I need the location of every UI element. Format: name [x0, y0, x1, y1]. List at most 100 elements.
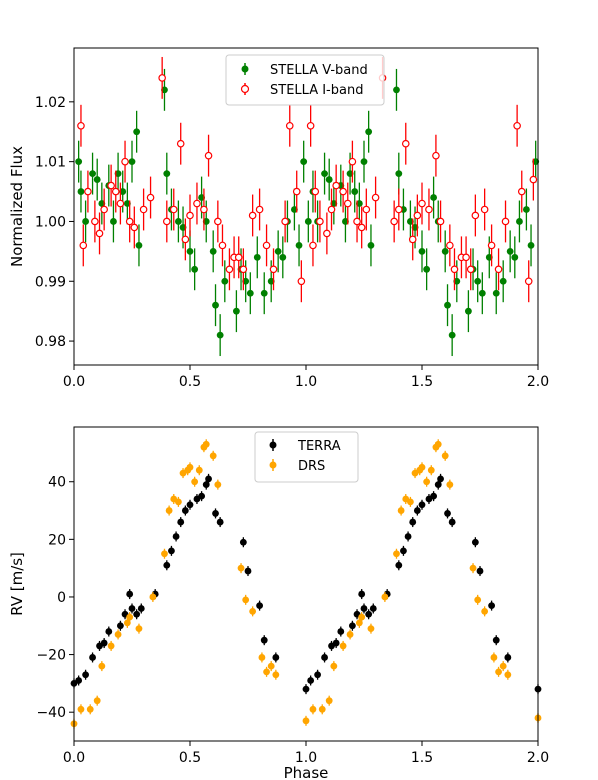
flux-point — [158, 74, 166, 82]
rv-point — [100, 639, 108, 647]
rv-point — [427, 466, 435, 474]
rv-point — [441, 452, 449, 460]
rv-x-tick-label: 0.0 — [63, 750, 85, 766]
rv-x-axis-label: Phase — [284, 764, 329, 780]
flux-point — [321, 170, 328, 178]
flux-point — [204, 151, 213, 160]
flux-point — [121, 157, 129, 166]
flux-point — [221, 277, 229, 285]
flux-point — [212, 301, 219, 309]
flux-point — [225, 265, 234, 274]
flux-plot-frame — [73, 47, 539, 366]
flux-point — [353, 217, 361, 226]
flux-panel: 0.0 0.5 1.0 1.5 2.0 0.98 0.99 1.00 1.01 1.02 Norm… — [8, 47, 549, 390]
flux-point — [91, 217, 99, 226]
rv-legend-drs-marker — [269, 461, 277, 469]
rv-point — [237, 564, 245, 572]
flux-point — [116, 199, 125, 208]
flux-point — [394, 205, 403, 214]
rv-point — [360, 605, 368, 612]
flux-point — [255, 205, 264, 214]
rv-point — [260, 636, 268, 644]
rv-legend-terra-marker — [269, 441, 277, 449]
rv-point — [307, 677, 315, 684]
rv-point — [128, 605, 136, 612]
flux-point — [297, 277, 306, 286]
flux-x-tick-label: 0.0 — [63, 374, 85, 390]
rv-point — [244, 567, 252, 575]
flux-point — [135, 241, 143, 249]
rv-point — [358, 590, 366, 598]
flux-point — [418, 247, 426, 255]
rv-y-axis-label: RV [m/s] — [8, 552, 26, 616]
rv-point — [242, 596, 250, 604]
flux-point — [200, 205, 208, 214]
rv-x-tick-label: 1.5 — [411, 750, 433, 766]
flux-point — [450, 265, 459, 274]
rv-point — [318, 705, 326, 713]
rv-point — [437, 475, 444, 483]
flux-y-tick-label: 0.99 — [35, 274, 66, 290]
rv-point — [367, 625, 375, 633]
rv-point — [165, 507, 173, 514]
flux-point — [176, 139, 185, 148]
flux-point — [214, 217, 222, 226]
rv-point — [504, 654, 512, 661]
flux-point — [418, 199, 426, 208]
rv-point — [191, 478, 199, 486]
rv-point — [381, 593, 389, 601]
rv-y-tick-label: 20 — [48, 532, 66, 548]
rv-point — [444, 510, 451, 517]
flux-series-stella-i-band — [77, 56, 538, 303]
flux-point — [316, 217, 324, 226]
rv-point — [93, 697, 101, 705]
flux-point — [327, 205, 336, 214]
rv-point — [413, 507, 421, 514]
flux-point — [529, 175, 538, 184]
rv-point — [137, 605, 145, 612]
flux-point — [285, 121, 294, 130]
flux-point — [133, 128, 141, 136]
rv-point — [490, 654, 498, 661]
rv-point — [395, 561, 403, 569]
flux-point — [401, 139, 410, 148]
rv-point — [400, 547, 407, 555]
rv-point — [258, 654, 266, 661]
rv-point — [86, 705, 94, 713]
rv-point — [133, 610, 141, 618]
rv-point — [404, 533, 412, 540]
flux-y-tick-label: 1.00 — [35, 214, 66, 230]
flux-point — [253, 253, 261, 261]
flux-point — [492, 289, 500, 297]
flux-point — [93, 176, 101, 183]
flux-point — [371, 193, 380, 202]
flux-point — [309, 241, 317, 250]
flux-y-tick-label: 1.01 — [35, 155, 66, 171]
flux-point — [527, 241, 535, 249]
rv-x-tick-label: 1.0 — [295, 750, 317, 766]
flux-point — [395, 170, 403, 178]
rv-panel: 0.0 0.5 1.0 1.5 2.0 −40 −20 0 20 40 RV [m/s] Phas… — [8, 426, 549, 780]
rv-y-tick-label: −20 — [36, 648, 66, 664]
rv-point — [89, 654, 96, 661]
rv-point — [82, 671, 89, 679]
rv-point — [504, 671, 512, 679]
rv-legend-terra-label: TERRA — [297, 439, 341, 454]
rv-point — [272, 654, 280, 661]
flux-x-tick-label: 1.0 — [295, 374, 317, 390]
flux-point — [260, 289, 268, 297]
flux-point — [430, 194, 437, 201]
rv-point — [495, 668, 502, 676]
rv-point — [202, 440, 210, 448]
rv-legend-box — [254, 431, 359, 483]
flux-point — [413, 211, 422, 220]
rv-point — [105, 628, 113, 635]
rv-point — [126, 590, 134, 598]
flux-y-tick-label: 0.98 — [35, 334, 66, 350]
flux-point — [175, 218, 182, 225]
rv-point — [77, 705, 85, 713]
rv-point — [397, 507, 405, 514]
rv-point — [135, 625, 143, 633]
rv-point — [272, 671, 280, 679]
flux-x-tick-label: 2.0 — [527, 374, 549, 390]
